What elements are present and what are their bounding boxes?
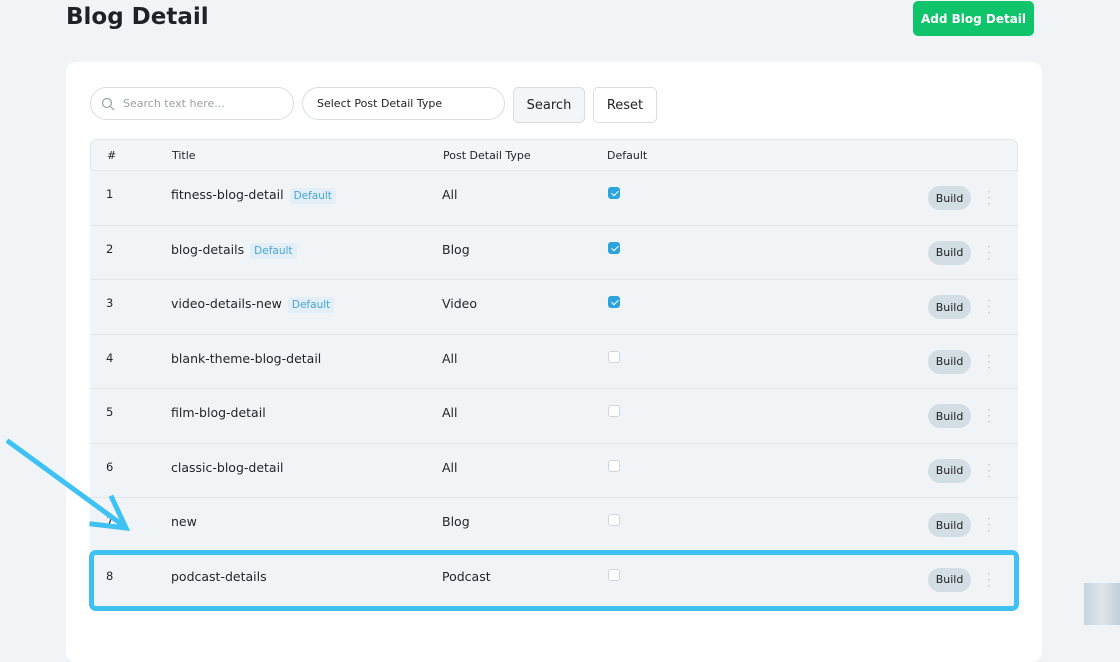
more-options-icon[interactable]: · · ·: [987, 512, 991, 538]
row-title-text: blog-details: [171, 241, 245, 257]
build-button[interactable]: Build: [928, 349, 971, 374]
row-type: All: [442, 350, 458, 366]
more-options-icon[interactable]: · · ·: [987, 566, 991, 593]
row-number: 1: [106, 187, 114, 201]
more-options-icon[interactable]: · · ·: [987, 348, 991, 375]
row-type: All: [442, 405, 458, 420]
search-placeholder: Search text here...: [123, 97, 225, 110]
build-button[interactable]: Build: [928, 567, 971, 592]
row-title: blog-details Default: [171, 242, 297, 259]
row-title-text: blank-theme-blog-detail: [171, 350, 322, 366]
default-checkbox[interactable]: [608, 350, 620, 363]
table-header: # Title Post Detail Type Default: [90, 139, 1018, 171]
row-title: fitness-blog-detail Default: [171, 187, 336, 204]
default-checkbox[interactable]: [608, 405, 620, 417]
row-number: 2: [106, 241, 114, 256]
row-type: Blog: [442, 241, 470, 257]
add-blog-detail-button[interactable]: Add Blog Detail: [913, 1, 1034, 36]
table-row: 4 blank-theme-blog-detail All Build · · ·: [90, 334, 1018, 389]
row-number: 3: [106, 296, 114, 310]
corner-widget: [1084, 583, 1120, 625]
row-title-text: video-details-new: [171, 296, 282, 311]
header-title: Title: [172, 149, 196, 162]
row-number: 8: [106, 568, 114, 583]
build-button[interactable]: Build: [928, 458, 971, 483]
default-checkbox[interactable]: [608, 459, 620, 472]
build-button[interactable]: Build: [928, 513, 971, 537]
highlight-box: [89, 550, 1019, 611]
row-title: new: [171, 514, 197, 529]
header-type: Post Detail Type: [443, 149, 531, 162]
more-options-icon[interactable]: · · ·: [987, 294, 991, 320]
row-number: 5: [106, 405, 114, 419]
row-title: classic-blog-detail: [171, 460, 284, 475]
build-button[interactable]: Build: [928, 240, 971, 265]
row-number: 7: [106, 514, 114, 528]
header-default: Default: [607, 149, 648, 162]
default-badge: Default: [287, 297, 335, 313]
header-num: #: [107, 149, 117, 162]
search-button[interactable]: Search: [513, 87, 585, 123]
table-row: 3 video-details-new Default Video Build ·…: [90, 280, 1018, 335]
row-title: podcast-details: [171, 569, 267, 584]
build-button[interactable]: Build: [928, 404, 971, 428]
row-title: blank-theme-blog-detail: [171, 351, 321, 366]
row-title-text: podcast-details: [171, 568, 267, 584]
row-title-text: fitness-blog-detail: [171, 187, 284, 202]
default-badge: Default: [289, 188, 336, 204]
reset-button[interactable]: Reset: [593, 87, 657, 123]
row-title-text: new: [171, 514, 197, 529]
row-type: All: [442, 187, 458, 202]
build-button[interactable]: Build: [928, 186, 971, 210]
build-button[interactable]: Build: [928, 295, 971, 319]
more-options-icon[interactable]: · · ·: [987, 403, 991, 429]
blog-detail-table: # Title Post Detail Type Default 1 fitne…: [90, 139, 1018, 607]
default-checkbox[interactable]: [608, 241, 620, 254]
default-checkbox[interactable]: [608, 296, 620, 308]
more-options-icon[interactable]: · · ·: [987, 239, 991, 266]
row-title-text: film-blog-detail: [171, 405, 266, 420]
table-row: 1 fitness-blog-detail Default All Build ·…: [90, 171, 1018, 226]
row-type: All: [442, 459, 458, 475]
default-badge: Default: [250, 242, 297, 259]
table-row: 7 new Blog Build · · ·: [90, 498, 1018, 553]
page-title: Blog Detail: [66, 4, 209, 30]
annotation-arrow-icon: [5, 438, 131, 532]
more-options-icon[interactable]: · · ·: [987, 457, 991, 484]
row-title-text: classic-blog-detail: [171, 459, 284, 475]
more-options-icon[interactable]: · · ·: [987, 185, 991, 211]
row-title: video-details-new Default: [171, 296, 335, 313]
table-row: 2 blog-details Default Blog Build · · ·: [90, 225, 1018, 280]
row-type: Video: [442, 296, 478, 311]
search-icon: [101, 97, 115, 110]
post-detail-type-select[interactable]: Select Post Detail Type: [302, 87, 505, 120]
table-row: 5 film-blog-detail All Build · · ·: [90, 389, 1018, 444]
row-title: film-blog-detail: [171, 405, 266, 420]
table-row: 8 podcast-details Podcast Build · · ·: [90, 552, 1018, 607]
table-row: 6 classic-blog-detail All Build · · ·: [90, 443, 1018, 498]
default-checkbox[interactable]: [608, 187, 620, 199]
row-number: 6: [106, 459, 114, 474]
row-number: 4: [106, 350, 114, 365]
row-type: Podcast: [442, 568, 491, 584]
default-checkbox[interactable]: [608, 568, 620, 581]
default-checkbox[interactable]: [608, 514, 620, 526]
row-type: Blog: [442, 514, 470, 529]
search-input[interactable]: Search text here...: [90, 87, 294, 120]
